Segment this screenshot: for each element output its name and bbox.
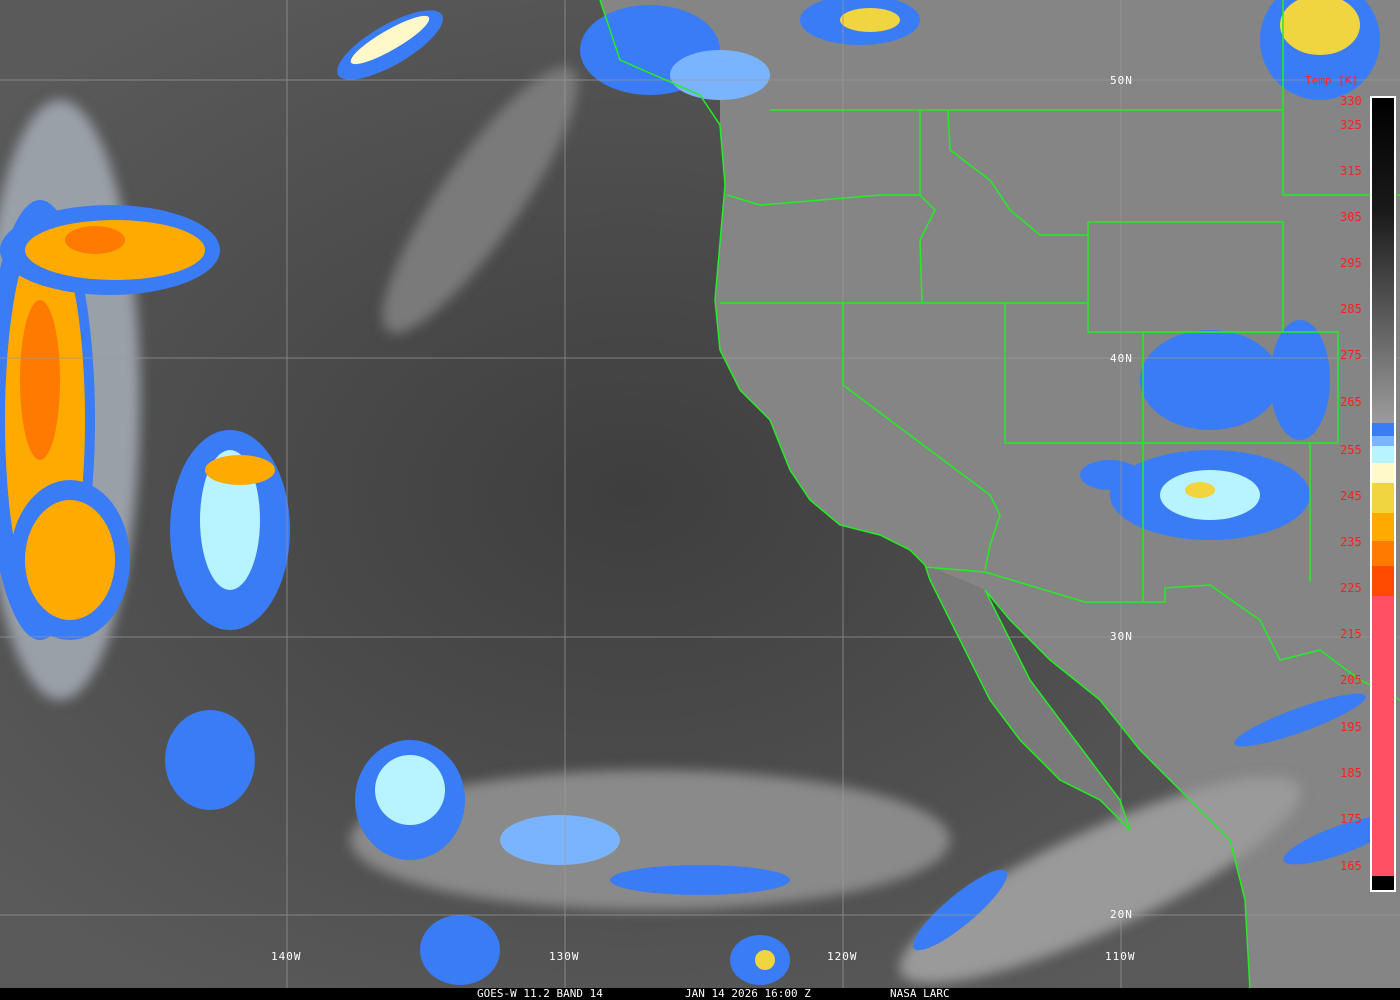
colorbar-tick-label: 325 bbox=[1340, 118, 1362, 132]
baja-land bbox=[925, 565, 1130, 830]
border-id-mt bbox=[947, 109, 1088, 236]
lon-label-120w: 120W bbox=[827, 950, 858, 963]
colorbar-tick-label: 285 bbox=[1340, 302, 1362, 316]
colorbar-title: Temp [K] bbox=[1305, 74, 1358, 87]
lat-label-30n: 30N bbox=[1110, 630, 1133, 643]
border-or-id bbox=[919, 110, 936, 304]
lon-label-130w: 130W bbox=[549, 950, 580, 963]
border-az bbox=[1005, 442, 1144, 602]
lon-label-110w: 110W bbox=[1105, 950, 1136, 963]
colorbar-tick-label: 215 bbox=[1340, 627, 1362, 641]
border-mexico bbox=[924, 566, 1400, 701]
border-wa-or bbox=[726, 194, 920, 206]
colorbar-tick-label: 205 bbox=[1340, 673, 1362, 687]
colorbar-tick-label: 175 bbox=[1340, 812, 1362, 826]
colorbar-tick-label: 195 bbox=[1340, 720, 1362, 734]
caption-satellite: GOES-W 11.2 BAND 14 bbox=[477, 987, 603, 1000]
colorbar-tick-label: 185 bbox=[1340, 766, 1362, 780]
political-boundaries bbox=[599, 0, 1400, 991]
colorbar-tick-label: 265 bbox=[1340, 395, 1362, 409]
colorbar-tick-label: 165 bbox=[1340, 859, 1362, 873]
lat-label-40n: 40N bbox=[1110, 352, 1133, 365]
border-dakotas bbox=[1282, 0, 1400, 196]
coastline bbox=[599, 0, 1251, 991]
lat-label-50n: 50N bbox=[1110, 74, 1133, 87]
caption-credit: NASA LARC bbox=[890, 987, 950, 1000]
colorbar-tick-label: 305 bbox=[1340, 210, 1362, 224]
lon-label-140w: 140W bbox=[271, 950, 302, 963]
land-mass bbox=[600, 0, 1400, 990]
temperature-colorbar bbox=[1370, 96, 1396, 892]
lat-label-20n: 20N bbox=[1110, 908, 1133, 921]
colorbar-tick-label: 235 bbox=[1340, 535, 1362, 549]
colorbar-tick-label: 255 bbox=[1340, 443, 1362, 457]
colorbar-tick-label: 330 bbox=[1340, 94, 1362, 108]
colorbar-tick-label: 275 bbox=[1340, 348, 1362, 362]
colorbar-tick-label: 315 bbox=[1340, 164, 1362, 178]
colorbar-tick-label: 245 bbox=[1340, 489, 1362, 503]
image-caption: GOES-W 11.2 BAND 14 JAN 14 2026 16:00 Z … bbox=[0, 988, 1400, 1000]
border-ca-nv bbox=[842, 303, 1001, 571]
colorbar-tick-label: 225 bbox=[1340, 581, 1362, 595]
border-co bbox=[1142, 331, 1339, 444]
colorbar-tick-label: 295 bbox=[1340, 256, 1362, 270]
caption-datetime: JAN 14 2026 16:00 Z bbox=[685, 987, 811, 1000]
